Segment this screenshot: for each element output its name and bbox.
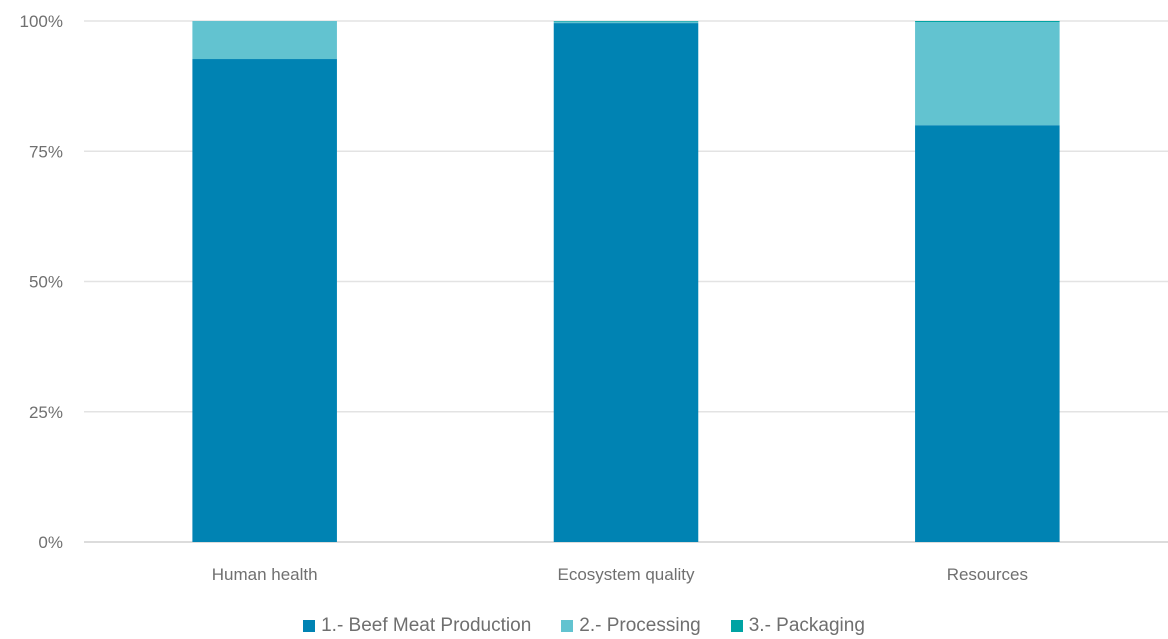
legend-label: 3.- Packaging: [748, 615, 865, 636]
bars: [192, 21, 1060, 543]
bar-segment: [192, 59, 337, 543]
legend-item-beef-meat-production: 1.- Beef Meat Production: [303, 615, 531, 637]
y-tick-label: 50%: [29, 273, 63, 292]
legend-item-processing: 2.- Processing: [561, 615, 701, 637]
bar-segment: [553, 21, 699, 24]
legend-label: 1.- Beef Meat Production: [321, 615, 532, 636]
legend-swatch: [303, 620, 316, 632]
bar-segment: [915, 21, 1060, 23]
y-tick-label: 100%: [20, 12, 63, 31]
legend-swatch: [561, 620, 574, 632]
legend-swatch: [730, 620, 743, 632]
y-tick-label: 0%: [38, 533, 63, 552]
bar-segment: [553, 21, 699, 22]
x-tick-label: Ecosystem quality: [558, 565, 695, 584]
y-tick-label: 75%: [29, 142, 63, 161]
x-tick-label: Resources: [947, 565, 1028, 584]
chart-plot: 0% 25% 50% 75% 100% Human health Ecosystem qua…: [20, 12, 1168, 584]
legend-item-packaging: 3.- Packaging: [730, 615, 865, 637]
x-tick-label: Human health: [212, 565, 318, 584]
legend-label: 2.- Processing: [579, 615, 701, 636]
bar-segment: [915, 125, 1060, 542]
bar-segment: [553, 23, 699, 543]
bar-segment: [915, 22, 1060, 126]
bar-segment: [192, 21, 337, 60]
y-tick-label: 25%: [29, 403, 63, 422]
chart-legend: 1.- Beef Meat Production 2.- Processing …: [0, 615, 1168, 637]
axes: 0% 25% 50% 75% 100% Human health Ecosystem qua…: [20, 12, 1028, 584]
